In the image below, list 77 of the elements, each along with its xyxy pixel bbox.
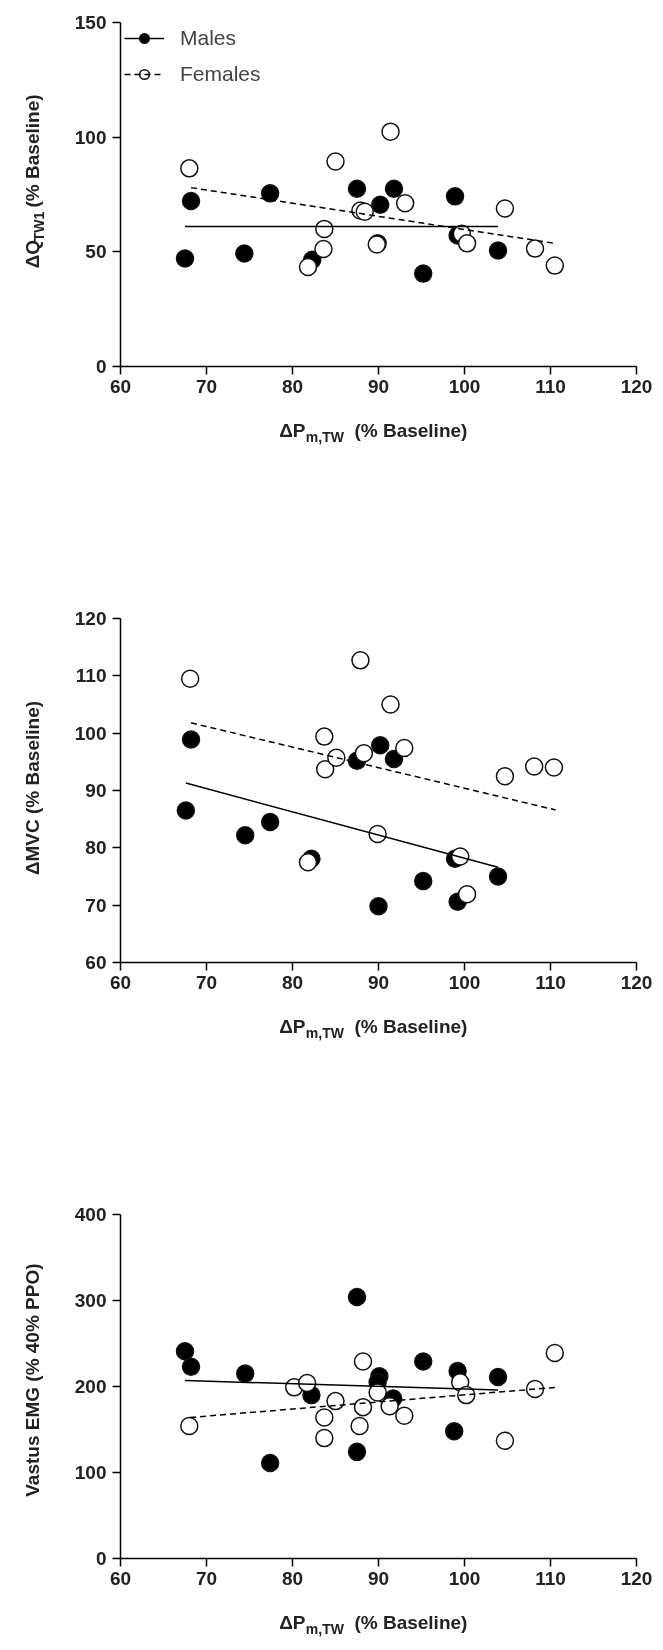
point — [384, 749, 404, 769]
point — [457, 234, 477, 253]
x-tick-label: 100 — [448, 971, 481, 993]
x-tick-label: 60 — [109, 375, 132, 397]
y-tick-label: 120 — [74, 608, 107, 629]
point — [413, 1352, 433, 1371]
point — [260, 812, 280, 832]
x-tick-label: 120 — [620, 1567, 653, 1589]
y-tick-label: 100 — [74, 1462, 107, 1483]
y-tick-label: 100 — [74, 722, 107, 744]
x-tick-label: 90 — [367, 375, 390, 397]
x-tick-label: 90 — [367, 1567, 390, 1589]
x-tick-label: 80 — [281, 375, 304, 397]
y-tick-label: 50 — [85, 241, 107, 263]
y-axis-title: Vastus EMG (% 40% PPO) — [22, 1263, 43, 1497]
y-tick-label: 400 — [74, 1204, 107, 1225]
point — [347, 179, 367, 198]
y-tick-label: 0 — [95, 356, 107, 377]
point — [368, 1383, 387, 1402]
point — [457, 885, 477, 904]
point — [260, 1453, 280, 1473]
y-tick-label: 70 — [85, 894, 107, 916]
y-tick-label: 300 — [74, 1290, 107, 1311]
point — [347, 1287, 367, 1307]
y-axis-title: ΔQTW1 (% Baseline) — [22, 94, 47, 269]
y-tick-label: 0 — [95, 1548, 107, 1569]
point — [175, 1342, 195, 1361]
x-tick-label: 70 — [195, 971, 218, 993]
y-tick-label: 60 — [85, 952, 107, 973]
legend-label: Females — [180, 62, 261, 86]
point — [384, 179, 404, 198]
point — [370, 195, 390, 215]
point — [260, 184, 280, 203]
y-tick-label: 90 — [85, 780, 107, 801]
point — [380, 1397, 399, 1416]
y-axis-title: ΔMVC (% Baseline) — [22, 700, 43, 876]
y-tick-label: 150 — [74, 12, 107, 33]
point — [488, 1367, 508, 1387]
point — [298, 257, 318, 277]
point — [235, 825, 255, 845]
point — [175, 249, 195, 268]
y-tick-label: 110 — [75, 665, 107, 687]
point — [355, 202, 374, 221]
y-tick-label: 100 — [74, 126, 107, 148]
x-tick-label: 110 — [535, 1567, 566, 1589]
point — [444, 1421, 464, 1441]
y-tick-label: 80 — [85, 837, 107, 859]
x-tick-label: 110 — [535, 375, 566, 397]
point — [413, 264, 433, 283]
point — [445, 187, 465, 206]
x-tick-label: 80 — [281, 1567, 304, 1589]
x-tick-label: 100 — [448, 375, 481, 397]
x-tick-label: 110 — [535, 971, 566, 993]
point — [488, 867, 508, 886]
point — [235, 244, 254, 263]
point — [181, 1357, 201, 1376]
x-tick-label: 120 — [620, 971, 653, 993]
point — [176, 801, 196, 820]
point — [413, 871, 433, 891]
x-tick-label: 120 — [620, 375, 653, 397]
point — [181, 191, 201, 211]
x-tick-label: 70 — [195, 1567, 218, 1589]
point — [370, 735, 390, 755]
x-tick-label: 90 — [367, 971, 390, 993]
point — [369, 897, 388, 916]
x-tick-label: 60 — [109, 971, 132, 993]
point — [347, 1442, 367, 1462]
x-tick-label: 80 — [281, 971, 304, 993]
point — [181, 730, 201, 749]
point — [235, 1364, 255, 1383]
x-tick-label: 60 — [109, 1567, 132, 1589]
legend-label: Males — [180, 26, 237, 50]
x-tick-label: 70 — [195, 375, 218, 397]
y-tick-label: 200 — [74, 1376, 107, 1397]
x-tick-label: 100 — [448, 1567, 481, 1589]
point — [354, 744, 374, 763]
point — [488, 241, 508, 260]
